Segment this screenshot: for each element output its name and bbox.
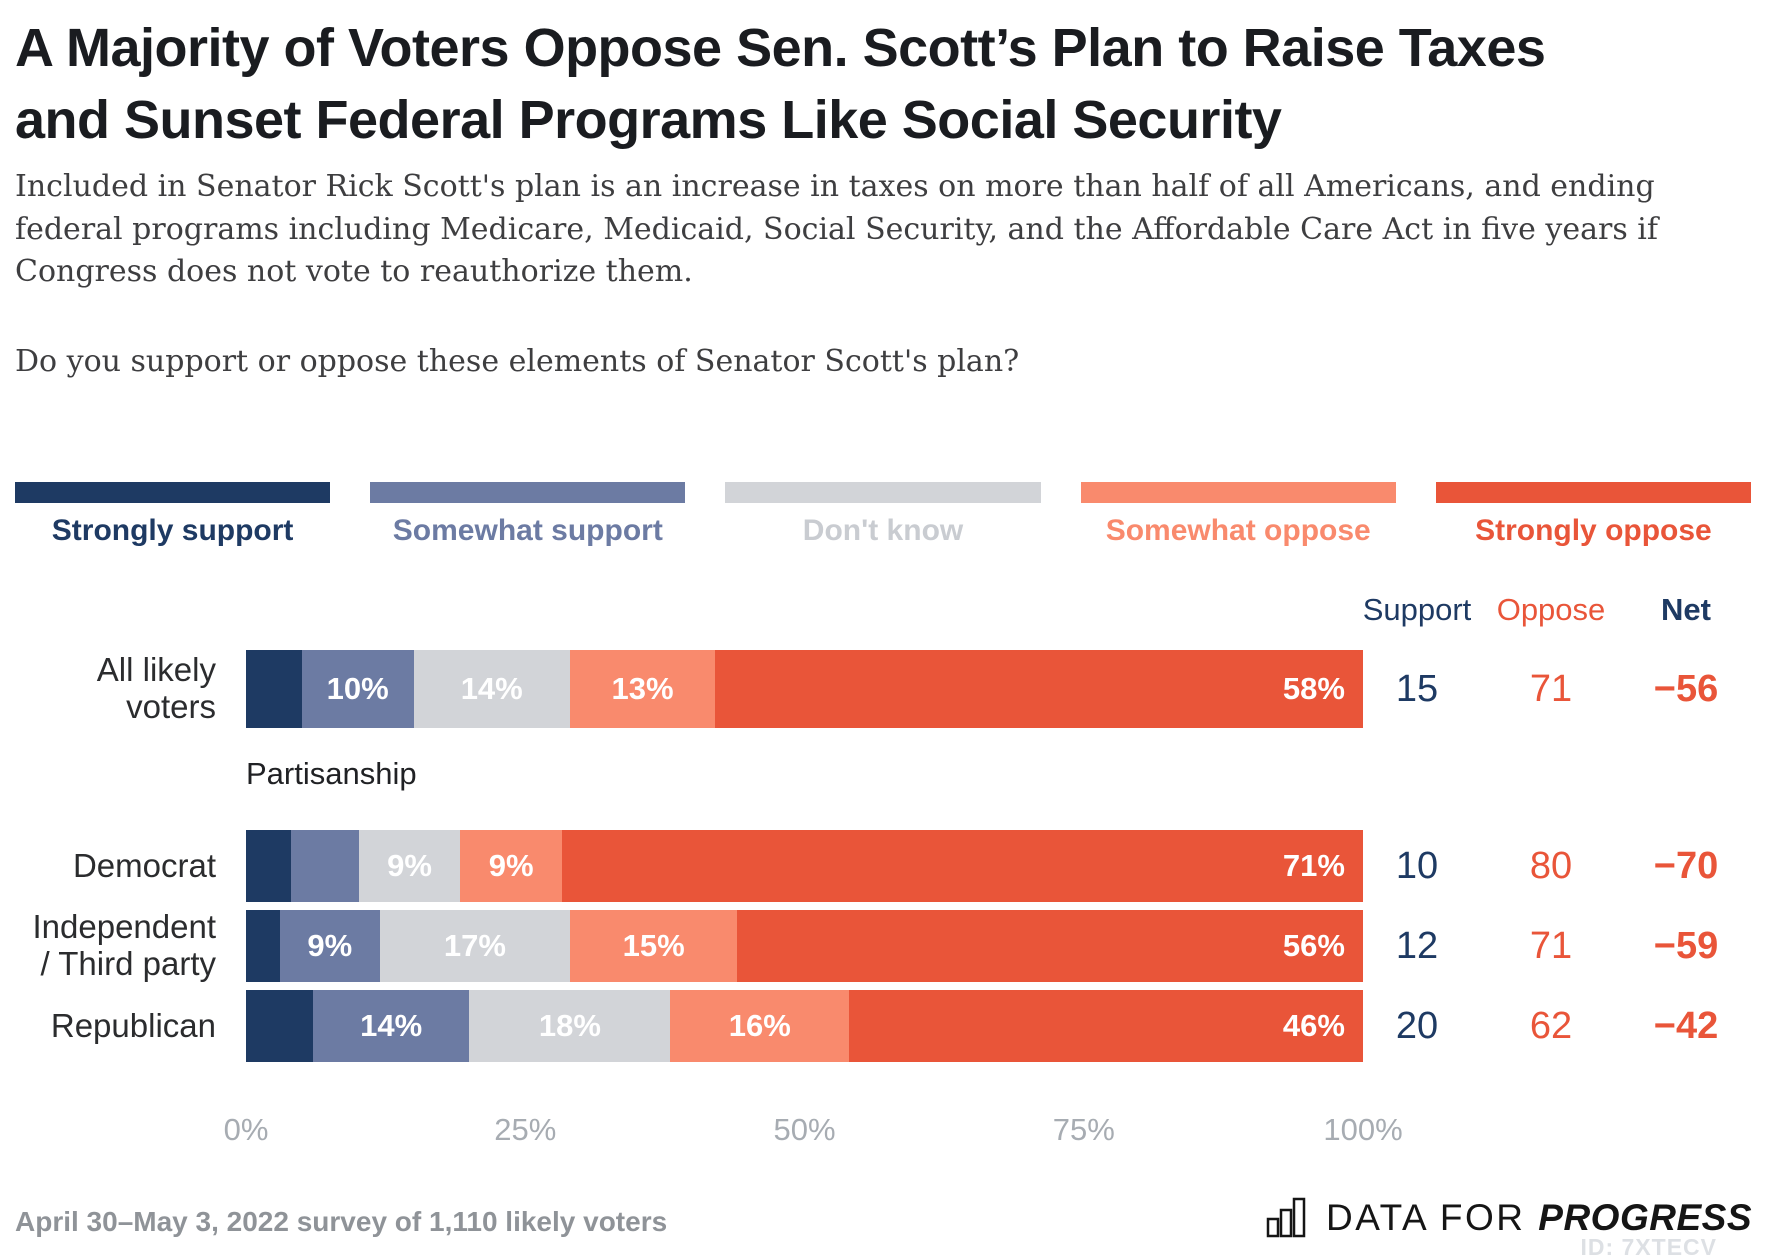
row-label-line: voters bbox=[126, 688, 216, 725]
net-value: −70 bbox=[1653, 844, 1719, 887]
legend-item: Strongly support bbox=[15, 482, 331, 548]
legend-item: Don't know bbox=[725, 482, 1041, 548]
row-label-line: Republican bbox=[50, 1006, 216, 1044]
bar-segment: 9% bbox=[460, 830, 562, 902]
column-header-net: Net bbox=[1661, 592, 1711, 627]
survey-question: Do you support or oppose these elements … bbox=[15, 344, 1020, 379]
stacked-bar: 9% 9% 71% bbox=[246, 830, 1363, 902]
legend-label: Don't know bbox=[802, 514, 964, 547]
section-label-partisanship: Partisanship bbox=[246, 756, 417, 791]
stacked-bar: 14% 18% 16% 46% bbox=[246, 990, 1363, 1062]
legend-label: Strongly support bbox=[51, 514, 294, 547]
segment-value-label: 58% bbox=[1282, 671, 1345, 706]
row-label: All likely voters bbox=[0, 650, 232, 728]
oppose-value: 71 bbox=[1529, 667, 1573, 710]
survey-footnote: April 30–May 3, 2022 survey of 1,110 lik… bbox=[15, 1206, 668, 1237]
bar-segment: 71% bbox=[561, 830, 1363, 902]
row-label-line: All likely bbox=[96, 651, 216, 689]
row-label-line: Democrat bbox=[72, 846, 216, 884]
row-label-line: Independent bbox=[32, 908, 216, 946]
legend-item: Somewhat support bbox=[370, 482, 686, 548]
support-value: 20 bbox=[1395, 1004, 1439, 1047]
x-axis-tick: 0% bbox=[223, 1112, 269, 1147]
bar-segment bbox=[246, 910, 280, 982]
bar-segment: 14% bbox=[313, 990, 470, 1062]
stacked-bar: 10% 14% 13% 58% bbox=[246, 650, 1363, 728]
logo-text: DATA FOR PROGRESS bbox=[1326, 1197, 1752, 1239]
data-for-progress-logo: DATA FOR PROGRESS bbox=[1266, 1196, 1752, 1240]
support-value: 12 bbox=[1395, 924, 1439, 967]
segment-value-label: 17% bbox=[443, 928, 506, 963]
bar-segment: 18% bbox=[469, 990, 671, 1062]
net-value: −59 bbox=[1653, 924, 1719, 967]
support-value: 10 bbox=[1395, 844, 1439, 887]
legend-swatch bbox=[370, 482, 686, 503]
bar-segment: 46% bbox=[849, 990, 1363, 1062]
segment-value-label: 18% bbox=[538, 1008, 601, 1043]
bar-chart-icon bbox=[1266, 1197, 1306, 1238]
segment-value-label: 14% bbox=[460, 671, 523, 706]
x-axis-tick: 50% bbox=[773, 1112, 836, 1147]
support-value: 15 bbox=[1395, 667, 1439, 710]
legend-item: Strongly oppose bbox=[1435, 482, 1752, 548]
legend-item: Somewhat oppose bbox=[1080, 482, 1396, 548]
segment-value-label: 9% bbox=[387, 848, 432, 883]
x-axis-tick: 75% bbox=[1052, 1112, 1115, 1147]
watermark-id: ID: 7XTECV bbox=[1580, 1234, 1717, 1256]
legend-label: Somewhat oppose bbox=[1105, 514, 1371, 547]
logo-text-suffix: PROGRESS bbox=[1538, 1197, 1752, 1238]
net-value: −56 bbox=[1653, 667, 1719, 710]
bar-segment: 14% bbox=[413, 650, 570, 728]
legend-swatch bbox=[1080, 482, 1396, 503]
segment-value-label: 56% bbox=[1282, 928, 1345, 963]
oppose-value: 62 bbox=[1529, 1004, 1573, 1047]
bar-segment: 17% bbox=[380, 910, 570, 982]
legend: Strongly support Somewhat support Don't kn… bbox=[15, 482, 1752, 548]
bar-segment: 9% bbox=[358, 830, 461, 902]
legend-label: Somewhat support bbox=[392, 514, 663, 547]
segment-value-label: 14% bbox=[360, 1008, 423, 1043]
bar-segment: 13% bbox=[569, 650, 716, 728]
logo-text-prefix: DATA FOR bbox=[1325, 1197, 1526, 1238]
bar-segment bbox=[246, 990, 314, 1062]
segment-value-label: 71% bbox=[1282, 848, 1345, 883]
bar-segment: 9% bbox=[279, 910, 381, 982]
legend-label: Strongly oppose bbox=[1475, 514, 1712, 547]
segment-value-label: 15% bbox=[622, 928, 685, 963]
bar-segment bbox=[246, 830, 292, 902]
stacked-bar: 9% 17% 15% 56% bbox=[246, 910, 1363, 982]
bar-segment: 10% bbox=[301, 650, 414, 728]
row-label-line: / Third party bbox=[40, 945, 216, 982]
legend-swatch bbox=[15, 482, 331, 503]
segment-value-label: 9% bbox=[488, 848, 534, 883]
row-label: Republican bbox=[0, 990, 232, 1062]
segment-value-label: 46% bbox=[1282, 1008, 1345, 1043]
chart-description: Included in Senator Rick Scott's plan is… bbox=[15, 169, 1658, 290]
row-label: Democrat bbox=[0, 830, 232, 902]
segment-value-label: 10% bbox=[326, 671, 389, 706]
net-value: −42 bbox=[1653, 1004, 1719, 1047]
x-axis-tick: 25% bbox=[494, 1112, 557, 1147]
bar-segment: 56% bbox=[737, 910, 1363, 982]
segment-value-label: 13% bbox=[611, 671, 674, 706]
legend-swatch bbox=[1435, 482, 1752, 503]
oppose-value: 71 bbox=[1529, 924, 1573, 967]
segment-value-label: 16% bbox=[728, 1008, 791, 1043]
bar-segment bbox=[246, 650, 302, 728]
segment-value-label: 9% bbox=[307, 928, 353, 963]
column-header-support: Support bbox=[1362, 592, 1472, 627]
bar-segment: 15% bbox=[569, 910, 738, 982]
bar-segment bbox=[291, 830, 359, 902]
row-label: Independent / Third party bbox=[0, 908, 232, 982]
chart-title: A Majority of Voters Oppose Sen. Scott’s… bbox=[15, 18, 1546, 151]
bar-segment: 58% bbox=[715, 650, 1363, 728]
x-axis-tick: 100% bbox=[1323, 1112, 1403, 1147]
oppose-value: 80 bbox=[1529, 844, 1573, 887]
bar-segment: 16% bbox=[670, 990, 850, 1062]
column-header-oppose: Oppose bbox=[1496, 592, 1606, 627]
legend-swatch bbox=[725, 482, 1041, 503]
